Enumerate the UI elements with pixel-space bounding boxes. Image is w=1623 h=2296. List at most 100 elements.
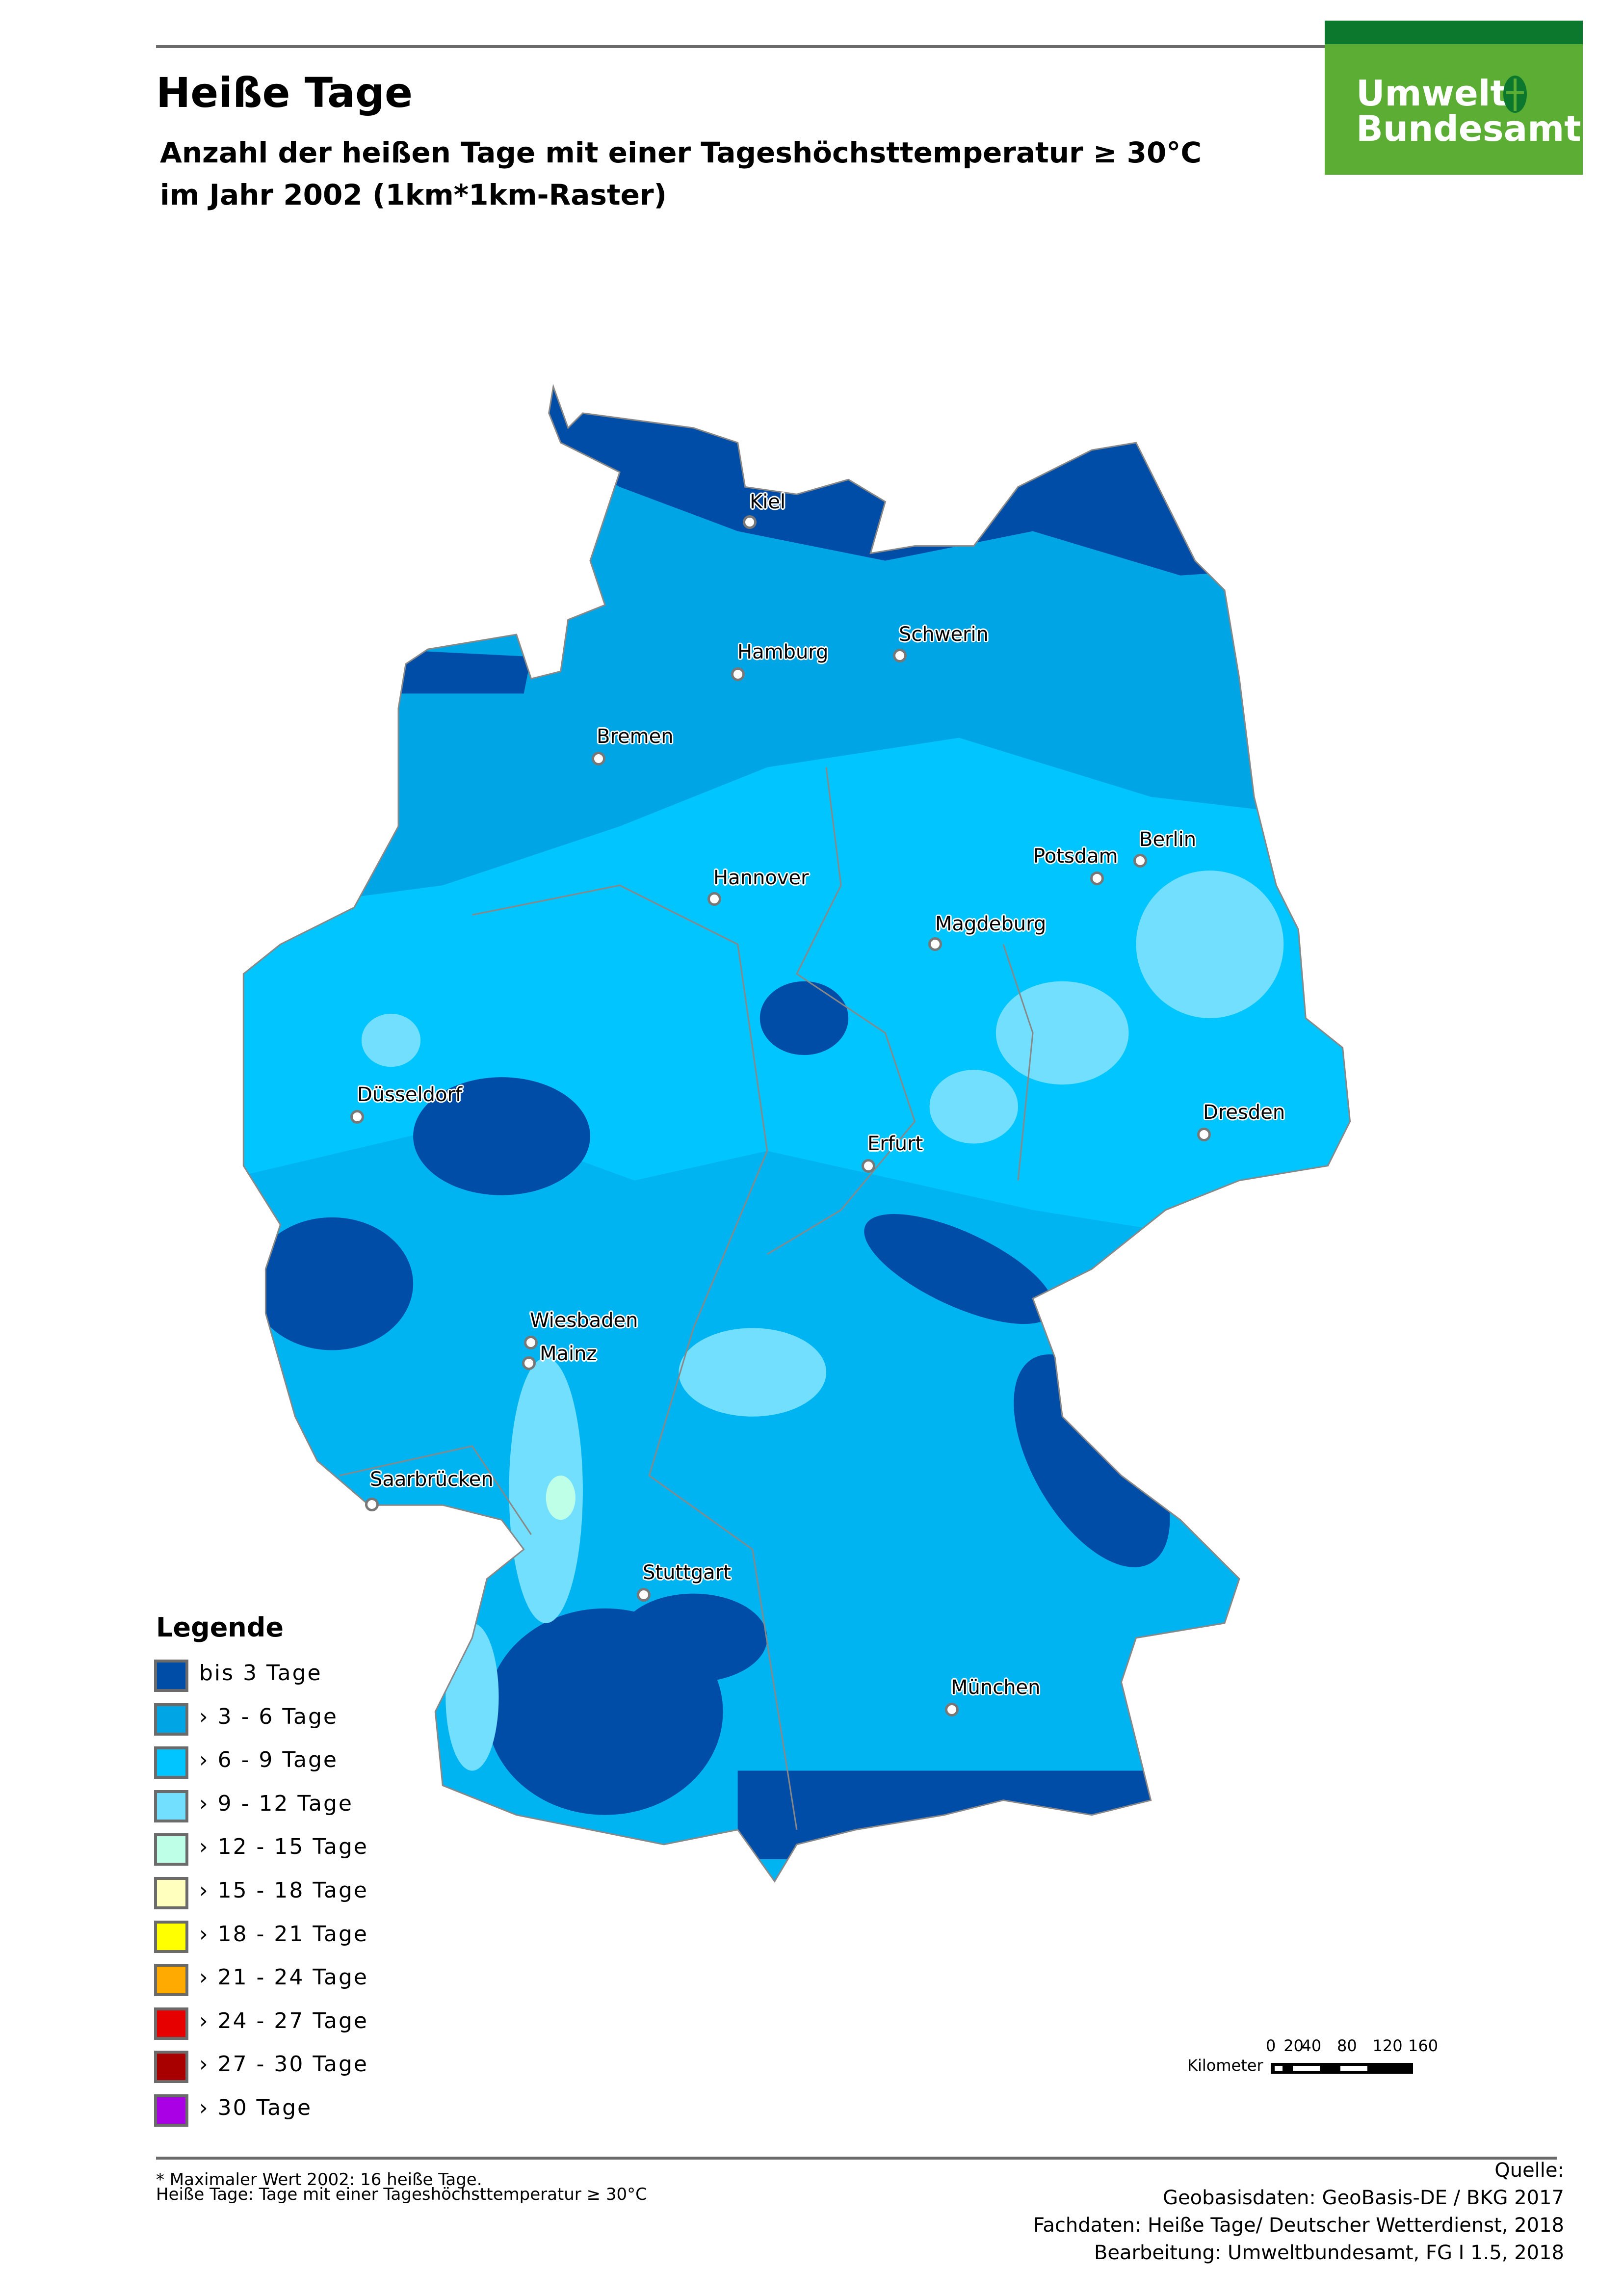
scale-unit: Kilometer: [1187, 2056, 1263, 2075]
subtitle-line1: Anzahl der heißen Tage mit einer Tageshö…: [160, 136, 1202, 169]
city-label-stuttgart: Stuttgart: [643, 1561, 731, 1584]
class-9-12-rhine: [509, 1357, 583, 1623]
legend-swatch: [154, 2094, 188, 2127]
city-dot: [731, 667, 745, 681]
city-label-duesseldorf: Düsseldorf: [357, 1083, 462, 1106]
city-label-magdeburg: Magdeburg: [935, 913, 1047, 935]
city-dot: [862, 1159, 875, 1173]
legend-label: › 6 - 9 Tage: [199, 1747, 338, 1773]
legend-label: › 27 - 30 Tage: [199, 2052, 368, 2077]
scale-tick-label: 20: [1283, 2036, 1304, 2055]
subtitle-line2: im Jahr 2002 (1km*1km-Raster): [160, 178, 667, 211]
city-dot: [707, 892, 721, 906]
source-fachdaten: Fachdaten: Heiße Tage/ Deutscher Wetterd…: [1033, 2214, 1564, 2237]
class-9-12-upperrhine: [445, 1623, 499, 1771]
legend-swatch: [154, 1660, 188, 1692]
scale-tick-label: 80: [1337, 2036, 1357, 2055]
city-label-erfurt: Erfurt: [867, 1133, 923, 1155]
legend-label: › 30 Tage: [199, 2095, 313, 2120]
footnote-max: * Maximaler Wert 2002: 16 heiße Tage.: [156, 2170, 482, 2190]
logo-bar: [1325, 21, 1583, 44]
class-9-12-main: [679, 1328, 827, 1417]
class-bis3-alb: [620, 1593, 767, 1683]
legend-label: › 18 - 21 Tage: [199, 1921, 368, 1947]
legend-swatch: [154, 1833, 188, 1866]
city-dot: [524, 1336, 538, 1349]
legend-label: › 21 - 24 Tage: [199, 1965, 368, 1990]
footnote-definition: Heiße Tage: Tage mit einer Tageshöchstte…: [156, 2185, 647, 2204]
city-dot: [1133, 854, 1147, 868]
class-bis3-erzgebirge: [864, 1214, 1054, 1324]
city-label-dresden: Dresden: [1203, 1101, 1285, 1124]
city-label-hannover: Hannover: [713, 867, 809, 889]
city-dot: [893, 649, 907, 662]
city-label-hamburg: Hamburg: [737, 641, 829, 663]
class-bis3-coast: [243, 386, 1350, 576]
city-dot: [945, 1703, 959, 1716]
legend-label: › 15 - 18 Tage: [199, 1878, 368, 1903]
legend-swatch: [154, 1790, 188, 1822]
city-label-saarbruecken: Saarbrücken: [370, 1468, 494, 1491]
logo-line2: Bundesamt: [1356, 108, 1581, 149]
raster-layer: [243, 386, 1350, 1882]
logo-line1: Umwelt: [1356, 73, 1507, 114]
class-bis3-bavarianforest: [1014, 1354, 1170, 1567]
footer-rule: [156, 2157, 1557, 2160]
city-dot: [928, 937, 942, 951]
city-label-mainz: Mainz: [540, 1343, 597, 1365]
city-label-muenchen: München: [951, 1676, 1041, 1699]
legend-title: Legende: [156, 1612, 284, 1643]
scale-bar-graphic: [1271, 2063, 1413, 2074]
class-9-12-saale: [929, 1070, 1018, 1144]
city-label-schwerin: Schwerin: [899, 623, 989, 646]
legend-label: › 9 - 12 Tage: [199, 1791, 353, 1816]
class-bis3-eastfrisia: [383, 649, 531, 694]
city-dot: [1197, 1128, 1211, 1141]
class-9-12-cologne: [361, 1013, 421, 1067]
scale-tick-label: 120: [1372, 2036, 1403, 2055]
class-9-12-leipzig: [995, 981, 1129, 1085]
legend-label: › 12 - 15 Tage: [199, 1834, 368, 1860]
scale-tick-label: 40: [1301, 2036, 1322, 2055]
city-label-kiel: Kiel: [750, 491, 786, 513]
scale-tick-label: 160: [1408, 2036, 1439, 2055]
city-label-bremen: Bremen: [597, 725, 674, 748]
city-dot: [743, 515, 757, 529]
scale-bar: 0 20 40 80 120 160 Kilometer: [1187, 2032, 1550, 2083]
class-bis3-alps: [737, 1770, 1180, 1859]
legend-swatch: [154, 2051, 188, 2084]
legend-swatch: [154, 1920, 188, 1953]
city-dot: [592, 752, 605, 765]
source-bearbeitung: Bearbeitung: Umweltbundesamt, FG I 1.5, …: [1094, 2242, 1564, 2264]
class-9-12-berlin: [1136, 871, 1284, 1018]
legend-swatch: [154, 1746, 188, 1779]
legend-swatch: [154, 1877, 188, 1909]
legend-swatch: [154, 1964, 188, 1997]
city-dot: [350, 1110, 364, 1124]
page-subtitle: Anzahl der heißen Tage mit einer Tageshö…: [160, 132, 1202, 216]
city-label-wiesbaden: Wiesbaden: [530, 1309, 638, 1332]
source-title: Quelle:: [1494, 2159, 1564, 2182]
header-rule: [156, 45, 1326, 48]
legend-label: › 24 - 27 Tage: [199, 2008, 368, 2033]
legend-label: › 3 - 6 Tage: [199, 1704, 338, 1729]
page-title: Heiße Tage: [156, 69, 413, 117]
class-bis3-eifel: [251, 1217, 414, 1350]
scale-tick-label: 0: [1266, 2036, 1276, 2055]
legend-swatch: [154, 2007, 188, 2040]
tree-icon: [1503, 76, 1527, 113]
legend-label: bis 3 Tage: [199, 1661, 322, 1686]
city-dot: [522, 1356, 536, 1370]
city-label-potsdam: Potsdam: [1033, 845, 1118, 868]
class-bis3-harz: [759, 981, 849, 1056]
legend-swatch: [154, 1703, 188, 1736]
city-dot: [1090, 871, 1104, 885]
city-label-berlin: Berlin: [1139, 828, 1197, 851]
class-bis3-sauerland: [413, 1077, 590, 1195]
state-borders: [339, 767, 1034, 1830]
city-dot: [365, 1498, 379, 1511]
class-12-15: [546, 1476, 576, 1520]
uba-logo: Umwelt Bundesamt: [1325, 21, 1583, 175]
city-dot: [637, 1588, 651, 1602]
